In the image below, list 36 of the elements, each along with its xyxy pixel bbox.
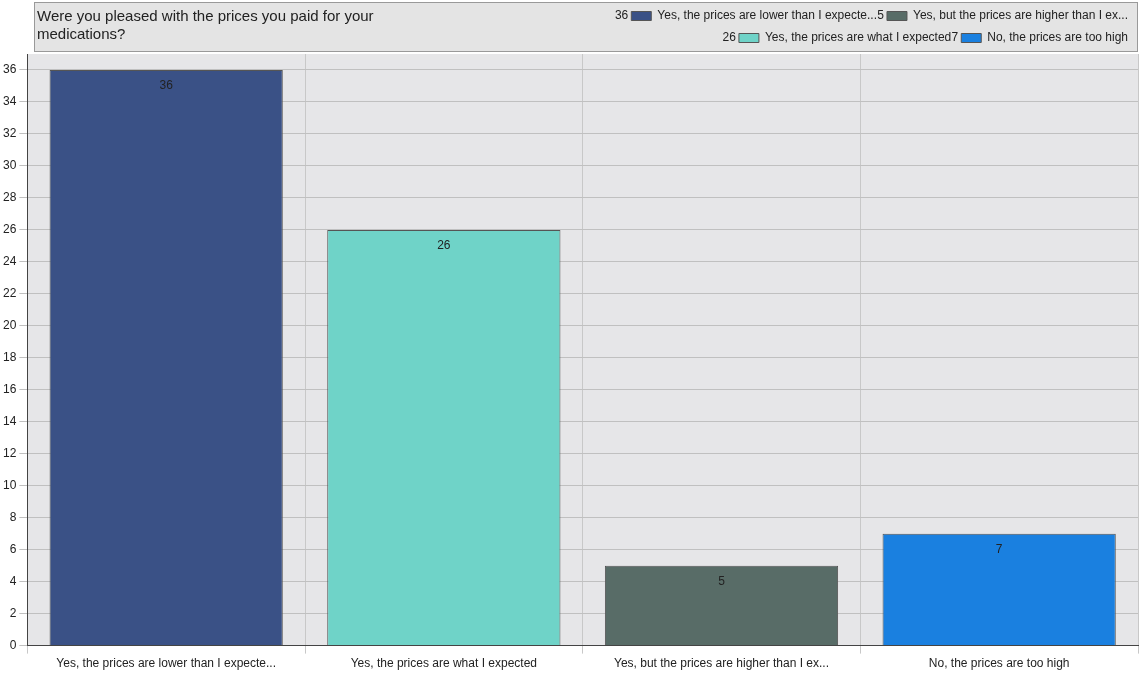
legend-label: Yes, but the prices are higher than I ex... xyxy=(912,8,1129,23)
x-tick-label: Yes, but the prices are higher than I ex... xyxy=(613,656,830,671)
text: 36 xyxy=(614,8,629,23)
y-tick-label: 30 xyxy=(2,158,17,173)
legend-label: Yes, the prices are what I expected xyxy=(764,30,952,45)
data-label: 36 xyxy=(159,78,174,93)
data-label: 26 xyxy=(437,238,451,253)
legend-label: Yes, the prices are lower than I expecte... xyxy=(657,8,877,23)
x-tick-label: Yes, the prices are what I expected xyxy=(350,656,538,671)
y-tick-label: 36 xyxy=(2,62,17,77)
y-tick-label: 32 xyxy=(2,126,17,141)
text: 5 xyxy=(877,8,885,23)
text: 7 xyxy=(951,30,959,45)
y-tick-label: 20 xyxy=(2,318,17,333)
y-tick-label: 8 xyxy=(9,510,17,524)
y-tick-label: 6 xyxy=(9,541,17,556)
y-tick-label: 34 xyxy=(2,94,17,109)
y-tick-label: 0 xyxy=(9,637,17,652)
legend-label: No, the prices are too high xyxy=(987,30,1128,45)
y-tick-label: 16 xyxy=(2,382,17,397)
data-label: 7 xyxy=(995,541,1003,556)
y-tick-label: 18 xyxy=(2,350,17,365)
y-tick-label: 12 xyxy=(2,446,17,461)
y-tick-label: 2 xyxy=(9,605,17,620)
y-tick-label: 14 xyxy=(2,414,17,429)
y-tick-label: 26 xyxy=(2,222,17,237)
y-tick-label: 22 xyxy=(2,286,17,301)
y-tick-label: 28 xyxy=(2,190,17,205)
y-tick-label: 24 xyxy=(2,254,17,269)
y-tick-label: 4 xyxy=(9,573,17,588)
x-tick-label: No, the prices are too high xyxy=(928,656,1070,671)
y-tick-label: 10 xyxy=(2,478,17,493)
data-label: 5 xyxy=(718,573,726,588)
chart-title: Were you pleased with the prices you paid for your medications? xyxy=(37,7,375,43)
x-tick-label: Yes, the prices are lower than I expecte... xyxy=(56,656,277,671)
text: 26 xyxy=(722,30,737,45)
